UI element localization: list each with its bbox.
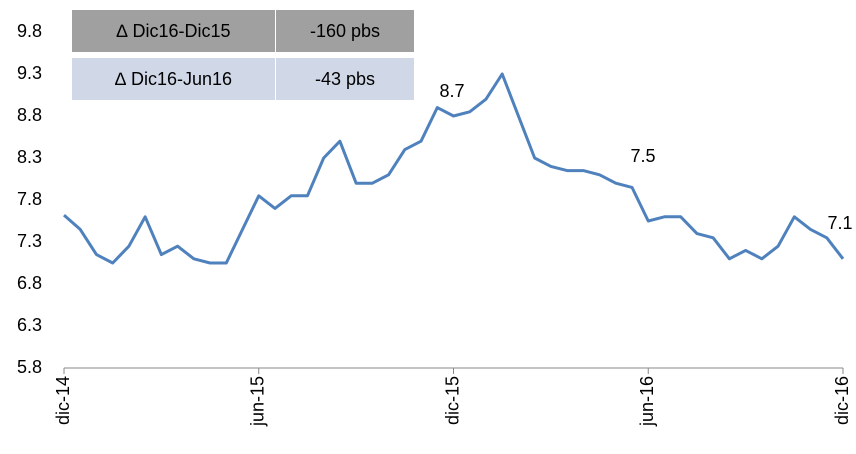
table-text: ∆ Dic16-Jun16 (115, 69, 232, 89)
x-tick-label: jun-15 (248, 376, 268, 427)
y-tick-label: 9.3 (17, 63, 42, 83)
x-tick-label: dic-15 (442, 376, 462, 425)
y-tick-label: 7.3 (17, 231, 42, 251)
table-cell (72, 10, 275, 52)
y-tick-label: 8.3 (17, 147, 42, 167)
y-tick-label: 7.8 (17, 189, 42, 209)
y-tick-label: 6.8 (17, 273, 42, 293)
y-tick-label: 8.8 (17, 105, 42, 125)
line-series (63, 72, 845, 265)
table-cell (276, 58, 414, 100)
table-text: -160 pbs (310, 21, 380, 41)
table-cell (276, 10, 414, 52)
annotation: 7.1 (827, 213, 852, 233)
y-tick-label: 5.8 (17, 357, 42, 377)
x-tick-label: jun-16 (637, 376, 657, 427)
y-tick-label: 6.3 (17, 315, 42, 335)
table-cell (72, 58, 275, 100)
annotation: 7.5 (630, 146, 655, 166)
table-text: -43 pbs (315, 69, 375, 89)
annotation: 8.7 (439, 81, 464, 101)
table-text: ∆ Dic16-Dic15 (116, 21, 230, 41)
y-tick-label: 9.8 (17, 21, 42, 41)
x-tick-label: dic-14 (53, 376, 73, 425)
x-tick-label: dic-16 (832, 376, 852, 425)
